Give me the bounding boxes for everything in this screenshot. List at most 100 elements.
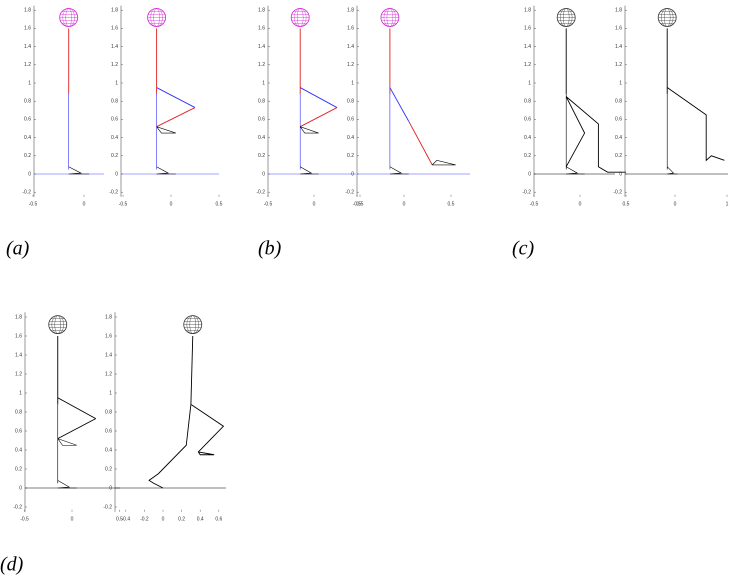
y-tick-label: 0.2: [347, 153, 354, 159]
x-tick-label: 0: [313, 201, 316, 207]
y-tick-label: 1: [619, 80, 622, 86]
y-tick-label: 0.4: [111, 135, 118, 141]
y-tick-label: 1: [19, 390, 22, 396]
caption: (c): [512, 238, 535, 260]
x-tick-label: 0.5: [216, 201, 223, 207]
y-tick-label: 0.6: [111, 117, 118, 123]
stick-segment: [300, 108, 337, 127]
x-tick-label: 0.2: [178, 517, 185, 523]
y-tick-label: 0.4: [615, 135, 622, 141]
y-tick-label: 0.8: [105, 409, 112, 415]
y-tick-label: 0: [262, 171, 265, 177]
x-tick-label: 0.6: [215, 517, 222, 523]
caption: (b): [258, 238, 282, 260]
y-tick-label: 0: [528, 171, 531, 177]
y-tick-label: 0.4: [258, 135, 265, 141]
y-tick-label: 1.6: [111, 26, 118, 32]
stick-segment: [157, 108, 195, 127]
y-tick-label: 1: [28, 80, 31, 86]
stick-segment: [300, 127, 318, 133]
y-tick-label: 1.4: [524, 44, 531, 50]
y-tick-label: 0.8: [15, 409, 22, 415]
y-tick-label: 1.8: [15, 314, 22, 320]
x-tick-label: 0: [71, 517, 74, 523]
y-tick-label: -0.2: [256, 190, 265, 196]
y-tick-label: 0.6: [15, 428, 22, 434]
y-tick-label: 1.4: [24, 44, 31, 50]
y-tick-label: 0: [19, 485, 22, 491]
x-tick-label: 0.5: [623, 201, 630, 207]
y-tick-label: 1: [115, 80, 118, 86]
y-tick-label: 1.4: [615, 44, 622, 50]
stick-segment: [390, 167, 409, 174]
y-tick-label: -0.2: [109, 190, 118, 196]
y-tick-label: 1: [351, 80, 354, 86]
y-tick-label: 0.6: [347, 117, 354, 123]
y-tick-label: 1.2: [105, 371, 112, 377]
x-tick-label: -0.4: [121, 517, 130, 523]
x-tick-label: -0.5: [20, 517, 29, 523]
stick-segment: [58, 419, 96, 439]
y-tick-label: 1.8: [524, 8, 531, 14]
y-tick-label: 1.6: [347, 26, 354, 32]
y-tick-label: 1.2: [258, 62, 265, 68]
stick-segment: [667, 167, 677, 174]
y-tick-label: 0: [619, 171, 622, 177]
stick-segment: [191, 404, 224, 454]
y-tick-label: 1: [262, 80, 265, 86]
x-tick-label: 0.4: [197, 517, 204, 523]
stick-segment: [667, 88, 724, 161]
stick-segment: [157, 167, 176, 174]
stick-segment: [157, 127, 176, 133]
y-tick-label: 0.2: [24, 153, 31, 159]
stick-segment: [300, 88, 337, 108]
stick-segment: [300, 167, 318, 174]
x-tick-label: -0.5: [119, 201, 128, 207]
x-tick-label: 1: [726, 201, 729, 207]
y-tick-label: 1.6: [615, 26, 622, 32]
y-tick-label: 0.6: [24, 117, 31, 123]
y-tick-label: 1.8: [111, 8, 118, 14]
stick-segment: [432, 160, 456, 165]
y-tick-label: 1.8: [615, 8, 622, 14]
y-tick-label: 0.6: [524, 117, 531, 123]
y-tick-label: 0.4: [105, 447, 112, 453]
y-tick-label: 0.8: [524, 99, 531, 105]
stick-segment: [58, 480, 77, 488]
y-tick-label: -0.2: [613, 190, 622, 196]
stick-segment: [566, 167, 584, 174]
y-tick-label: 0: [351, 171, 354, 177]
y-tick-label: 0.6: [615, 117, 622, 123]
y-tick-label: 1.6: [15, 333, 22, 339]
y-tick-label: 1.2: [524, 62, 531, 68]
y-tick-label: 0.2: [111, 153, 118, 159]
y-tick-label: 0.2: [105, 466, 112, 472]
x-tick-label: 0: [170, 201, 173, 207]
y-tick-label: 1.4: [15, 352, 22, 358]
y-tick-label: 1.4: [258, 44, 265, 50]
stick-segment: [566, 97, 584, 167]
y-tick-label: 0: [115, 171, 118, 177]
stick-segment: [390, 88, 409, 122]
x-tick-label: -0.5: [353, 201, 362, 207]
y-tick-label: 1.4: [111, 44, 118, 50]
y-tick-label: 1.8: [105, 314, 112, 320]
stick-segment: [149, 404, 191, 488]
x-tick-label: 0: [579, 201, 582, 207]
y-tick-label: 1.2: [347, 62, 354, 68]
y-tick-label: 0.6: [258, 117, 265, 123]
caption: (d): [0, 554, 24, 576]
stick-segment: [191, 336, 193, 404]
y-tick-label: -0.2: [13, 504, 22, 510]
y-tick-label: 1.2: [615, 62, 622, 68]
x-tick-label: 0: [162, 517, 165, 523]
y-tick-label: 1.6: [105, 333, 112, 339]
y-tick-label: 1.6: [524, 26, 531, 32]
stick-segment: [157, 88, 195, 108]
y-tick-label: 0.6: [105, 428, 112, 434]
x-tick-label: -0.2: [140, 517, 149, 523]
y-tick-label: 1.6: [258, 26, 265, 32]
x-tick-label: 0: [83, 201, 86, 207]
y-tick-label: 0.8: [347, 99, 354, 105]
y-tick-label: 1.4: [105, 352, 112, 358]
